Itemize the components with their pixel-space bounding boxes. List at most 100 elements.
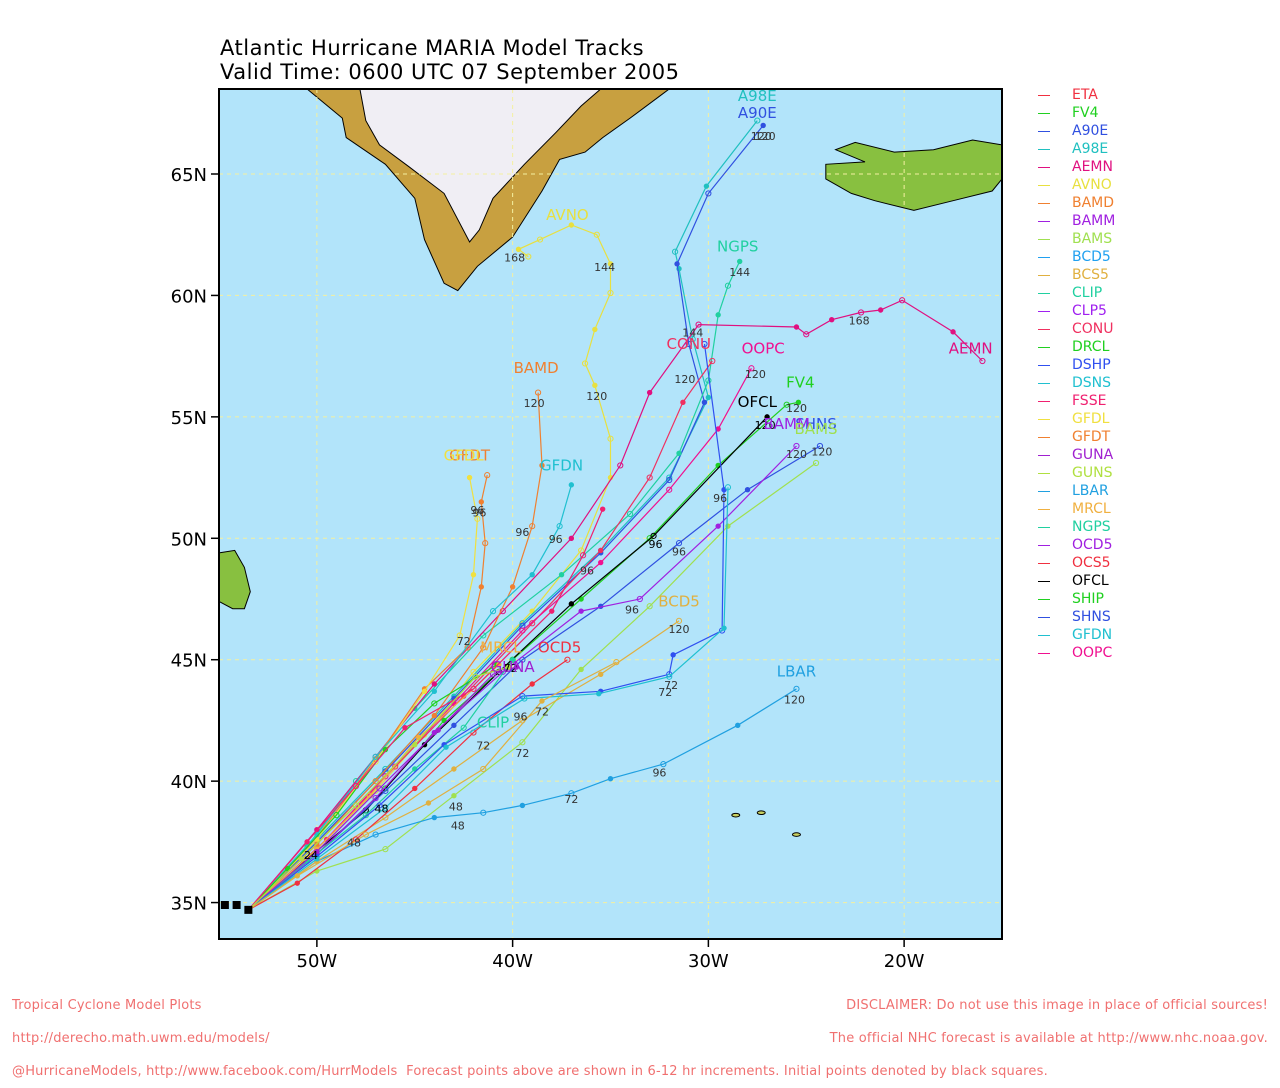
track-name-label-MRCL: MRCL [480, 638, 522, 656]
legend-swatch [1038, 167, 1050, 168]
track-point-FV4 [578, 596, 584, 602]
track-point-OFCL [568, 601, 575, 607]
track-point-ETA [564, 656, 571, 663]
legend-label: GUNA [1072, 447, 1114, 463]
track-point-GUNS [472, 673, 479, 680]
track-point-BAMS [382, 846, 389, 853]
track-point-GUNS [298, 856, 304, 862]
legend-item-ocs5: OCS5 [1034, 554, 1154, 572]
track-name-label-A98E: A98E [738, 87, 777, 105]
track-name-label-AEMN: AEMN [949, 340, 993, 358]
track-GUNA [248, 666, 517, 911]
track-point-AVNO [592, 382, 598, 388]
axis-layer: 50W 40W 30W 20W 35N 40N 45N 50N 55N 60N 65N [171, 165, 925, 972]
track-point-ETA [294, 880, 300, 886]
legend-swatch [1038, 293, 1050, 294]
initial-position-marker [220, 901, 229, 909]
track-point-DRCL [284, 865, 291, 872]
track-point-BAMD [431, 712, 438, 719]
track-BAMM [248, 445, 797, 911]
track-point-NGPS [724, 282, 732, 289]
track-point-OFCL [421, 742, 428, 748]
track-point-OOPC [598, 559, 604, 566]
forecast-hour-label: 120 [674, 373, 695, 386]
track-point-A98E [671, 248, 679, 255]
legend-item-eta: ETA [1034, 86, 1154, 104]
forecast-hour-label: 120 [751, 130, 772, 143]
track-point-BCS5 [539, 698, 545, 704]
track-point-GUNS [352, 802, 360, 809]
track-point-DSNS [724, 484, 732, 491]
track-point-DSHP [376, 802, 383, 809]
legend-label: ETA [1072, 87, 1098, 103]
track-point-AVNO [581, 360, 589, 367]
legend-item-oopc: OOPC [1034, 644, 1154, 662]
track-point-LBAR [431, 814, 438, 821]
legend-label: MRCL [1072, 501, 1111, 517]
forecast-hour-label: 96 [549, 533, 563, 546]
track-point-LBAR [660, 761, 667, 768]
track-name-label-GFDL: GFDL [444, 447, 485, 465]
y-tick-label: 60N [171, 286, 207, 307]
track-layer [220, 117, 986, 914]
legend-swatch [1038, 509, 1050, 510]
track-point-GFDN [372, 753, 379, 760]
legend-item-fsse: FSSE [1034, 392, 1154, 410]
legend-swatch [1038, 275, 1050, 276]
track-point-GFDL [470, 572, 477, 578]
legend-label: DRCL [1072, 339, 1110, 355]
legend-swatch [1038, 545, 1050, 546]
track-point-BCD5 [675, 617, 683, 624]
track-name-label-AVNO: AVNO [546, 206, 589, 224]
track-point-GUNS [506, 664, 512, 670]
x-tick-label: 20W [884, 951, 925, 972]
legend-label: BAMD [1072, 195, 1115, 211]
legend-item-ship: SHIP [1034, 590, 1154, 608]
track-point-BAMM [793, 442, 800, 450]
track-point-LBAR [568, 790, 575, 797]
legend-swatch [1038, 419, 1050, 420]
land-greenland-ice [359, 89, 602, 243]
land-iceland [825, 139, 1002, 211]
forecast-hour-label: 96 [470, 504, 484, 517]
track-name-label-OOPC: OOPC [742, 340, 785, 358]
y-tick-label: 35N [171, 894, 207, 915]
forecast-hour-label: 120 [524, 397, 545, 410]
forecast-hour-label: 24 [304, 849, 318, 862]
track-point-FSSE [599, 506, 606, 512]
legend-swatch [1038, 113, 1050, 114]
track-point-GFDN [529, 572, 535, 578]
track-GFDN [247, 484, 572, 911]
track-point-A98E [689, 336, 696, 343]
track-BAMS [248, 462, 817, 911]
legend-swatch [1038, 383, 1050, 384]
track-point-ETA [412, 785, 418, 792]
track-point-OOPC [666, 486, 673, 493]
island-0 [731, 812, 741, 818]
legend-swatch [1038, 365, 1050, 366]
forecast-hour-label: 120 [811, 446, 832, 459]
track-point-LBAR [735, 722, 741, 728]
track-point-BAMM [372, 795, 379, 802]
track-point-AEMN [950, 329, 956, 335]
track-point-FV4 [441, 717, 447, 724]
track-point-AEMN [803, 331, 810, 338]
track-point-BAMD [480, 644, 487, 651]
legend-item-clip: CLIP [1034, 284, 1154, 302]
track-point-CLIP [509, 657, 516, 663]
island-2 [791, 832, 801, 837]
x-tick-label: 50W [297, 951, 338, 972]
forecast-hour-label: 96 [580, 565, 594, 578]
forecast-hour-label: 120 [784, 693, 805, 706]
forecast-hour-label: 96 [713, 492, 727, 505]
initial-position-marker [232, 901, 241, 909]
forecast-hour-label: 72 [515, 747, 529, 760]
track-point-DSNS [443, 744, 449, 750]
forecast-hour-label: 96 [625, 604, 639, 617]
track-point-GUNA [435, 727, 441, 733]
track-GUNS [247, 666, 509, 911]
legend-label: FSSE [1072, 393, 1107, 409]
legend-item-a90e: A90E [1034, 122, 1154, 140]
track-point-LBAR [793, 685, 800, 692]
track-point-NGPS [676, 450, 682, 456]
